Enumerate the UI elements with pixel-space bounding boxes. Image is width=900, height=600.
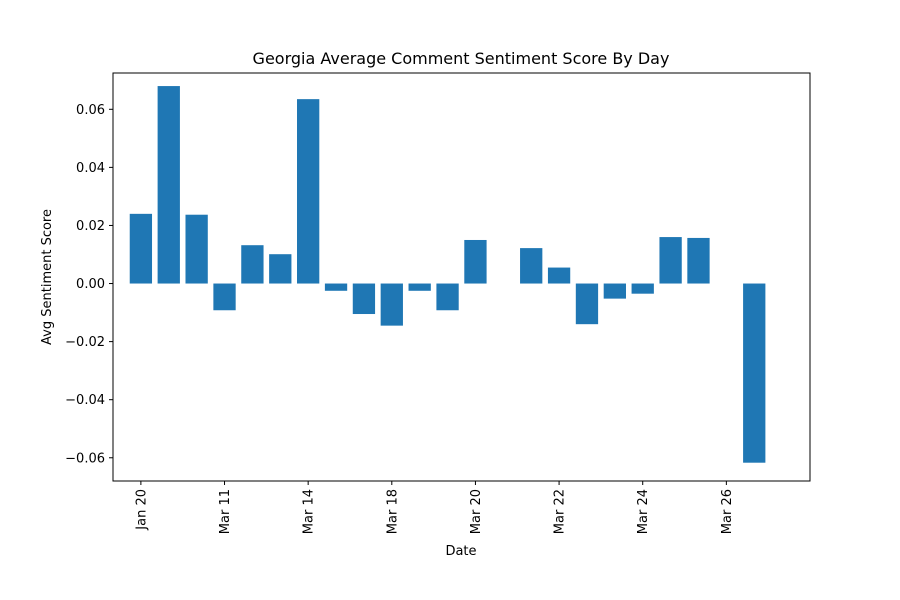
bar-10 bbox=[408, 283, 431, 291]
bar-8 bbox=[352, 283, 376, 315]
bar-16 bbox=[603, 283, 626, 299]
bar-17 bbox=[631, 283, 654, 294]
y-axis: −0.06 −0.04 −0.02 0.00 0.02 0.04 0.06 bbox=[65, 103, 113, 466]
bar-7 bbox=[324, 283, 348, 291]
bar-2 bbox=[185, 214, 208, 284]
bar-0 bbox=[129, 213, 153, 284]
bars-layer bbox=[129, 86, 766, 463]
bar-5 bbox=[269, 254, 292, 284]
y-tick-label-5: 0.04 bbox=[76, 161, 105, 176]
bar-1 bbox=[157, 86, 180, 284]
bar-20 bbox=[743, 283, 766, 463]
x-tick-label-1: Mar 11 bbox=[218, 489, 233, 534]
x-tick-label-6: Mar 24 bbox=[636, 489, 651, 534]
y-tick-label-0: −0.06 bbox=[65, 451, 105, 466]
bar-9 bbox=[380, 283, 403, 326]
bar-13 bbox=[520, 248, 543, 284]
bar-18 bbox=[659, 237, 682, 284]
x-axis: Jan 20 Mar 11 Mar 14 Mar 18 Mar 20 Mar 22 Mar … bbox=[134, 481, 735, 534]
plot-frame bbox=[112, 72, 811, 482]
bar-6 bbox=[297, 99, 320, 284]
bar-12 bbox=[464, 239, 487, 284]
y-axis-label: Avg Sentiment Score bbox=[40, 209, 55, 345]
y-tick-label-3: 0.00 bbox=[76, 277, 105, 292]
y-tick-label-2: −0.02 bbox=[65, 335, 105, 350]
x-tick-label-7: Mar 26 bbox=[720, 489, 735, 534]
bar-14 bbox=[547, 267, 571, 284]
bar-15 bbox=[575, 283, 599, 325]
bar-11 bbox=[436, 283, 459, 311]
x-axis-label: Date bbox=[445, 544, 476, 559]
y-tick-label-6: 0.06 bbox=[76, 103, 105, 118]
chart-title: Georgia Average Comment Sentiment Score … bbox=[253, 49, 670, 68]
x-tick-label-4: Mar 20 bbox=[469, 489, 484, 534]
bar-4 bbox=[241, 245, 264, 284]
x-tick-label-2: Mar 14 bbox=[302, 489, 317, 534]
x-tick-label-3: Mar 18 bbox=[385, 489, 400, 534]
x-tick-label-0: Jan 20 bbox=[134, 489, 149, 531]
x-tick-label-5: Mar 22 bbox=[553, 489, 568, 534]
bar-3 bbox=[213, 283, 236, 311]
y-tick-label-4: 0.02 bbox=[76, 219, 105, 234]
bar-19 bbox=[687, 237, 710, 284]
y-tick-label-1: −0.04 bbox=[65, 393, 105, 408]
